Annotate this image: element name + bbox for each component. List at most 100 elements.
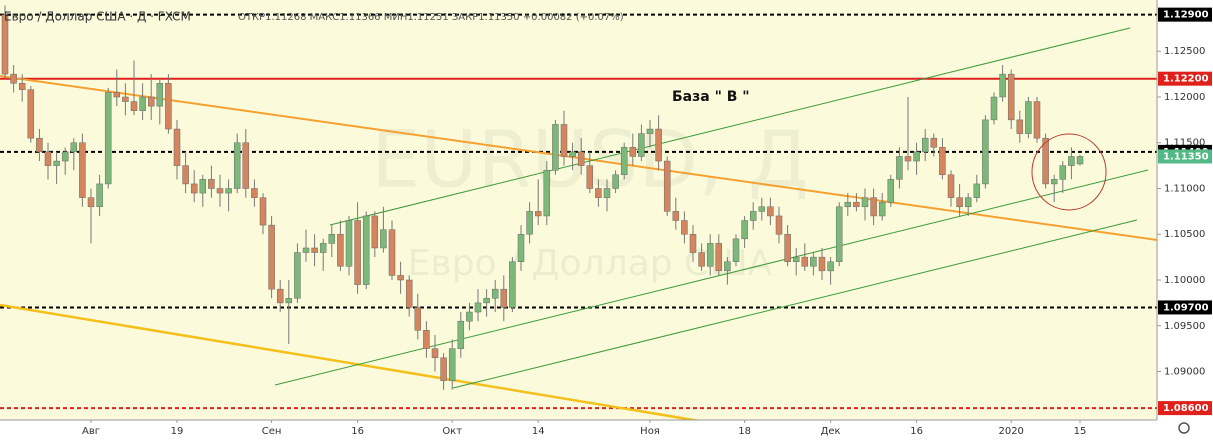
candle-body [629,147,637,157]
candle-body [337,233,344,267]
candle-body [732,238,740,262]
candle-body [483,298,490,304]
annotation: База " В " [672,89,750,105]
candle-body [1050,179,1058,185]
candle-body [810,256,817,267]
candle-body [655,128,662,162]
candle-body [844,201,852,208]
candle-body [603,188,611,198]
candle-body [921,137,929,153]
candle-body [285,298,293,304]
candle-body [801,256,809,267]
candle-body [182,165,189,185]
candle-body [792,256,800,262]
candle-body [939,147,946,176]
candle-body [689,233,697,253]
candle-body [552,124,559,171]
candle-body [534,211,542,217]
x-tick-label: 19 [171,426,184,437]
candle-body [775,215,783,235]
candle-body [10,73,17,84]
candle-body [646,128,654,134]
y-tick-label: 1.10500 [1164,229,1205,240]
candle-body [973,183,981,198]
x-tick-label: Дек [821,426,841,437]
x-tick-label: 16 [351,426,364,437]
plot-background [0,0,1157,420]
candle-body [586,165,594,189]
candle-body [1,14,9,75]
candle-body [130,101,138,111]
candle-body [560,124,568,157]
candle-body [294,252,301,299]
channel-line [452,219,1138,389]
candle-body [620,147,628,176]
x-tick-label: 18 [738,426,751,437]
candle-body [345,220,353,267]
candle-body [87,197,95,208]
candle-body [233,142,241,189]
candle-body [835,206,843,262]
channel-line [329,27,1131,226]
candle-body [758,206,766,212]
candle-body [947,174,955,198]
level-label-box [1158,7,1212,22]
highlight-circle [1031,133,1107,211]
candle-body [251,188,258,198]
candle-body [380,229,387,249]
level-label: 1.08600 [1163,403,1209,414]
candle-body [698,252,705,267]
candle-body [749,211,757,221]
y-tick-label: 1.11500 [1164,138,1205,149]
candle-body [543,169,551,217]
candle-body [259,197,267,226]
symbol-title: Евро / Доллар США · Д · FXCM [4,10,191,24]
candle-body [569,151,576,157]
candle-body [328,233,336,244]
candle-body [663,160,671,212]
candle-body [448,348,456,381]
y-tick-label: 1.11000 [1164,183,1205,194]
time-axis [0,420,1157,441]
candle-body [276,288,284,304]
candle-body [190,183,198,194]
candle-body [53,160,60,166]
candle-body [1042,137,1049,185]
candle-body [1007,73,1015,121]
candle-body [96,183,103,208]
trend-line [0,303,821,443]
x-tick-label: 16 [910,426,923,437]
candle-body [44,151,52,166]
candle-body [724,261,731,272]
candle-body [1016,119,1024,134]
candle-body [577,151,585,166]
candle-body [18,83,26,90]
y-tick-label: 1.09000 [1164,367,1205,378]
candle-body [414,307,422,331]
candle-body [1025,101,1032,134]
candle-body [423,330,430,349]
candle-body [122,96,129,102]
candle-body [362,215,370,285]
candle-body [896,156,903,180]
candle-body [173,128,181,166]
candle-body [242,142,250,189]
candle-body [767,206,774,217]
candle-body [113,92,121,98]
level-label-box [1158,300,1212,315]
candle-body [878,201,886,217]
candle-body [268,224,275,290]
candle-body [199,179,207,194]
y-tick-label: 1.09500 [1164,321,1205,332]
candle-body [388,229,396,276]
candle-body [225,188,232,194]
y-tick-label: 1.12000 [1164,92,1205,103]
candle-body [595,188,602,198]
x-tick-label: 2020 [998,426,1023,437]
candle-body [638,133,645,157]
candle-body [861,197,869,208]
candle-body [165,83,172,130]
x-tick-label: 14 [532,426,545,437]
level-label: 1.12900 [1163,10,1209,21]
settings-icon[interactable] [1178,422,1190,434]
